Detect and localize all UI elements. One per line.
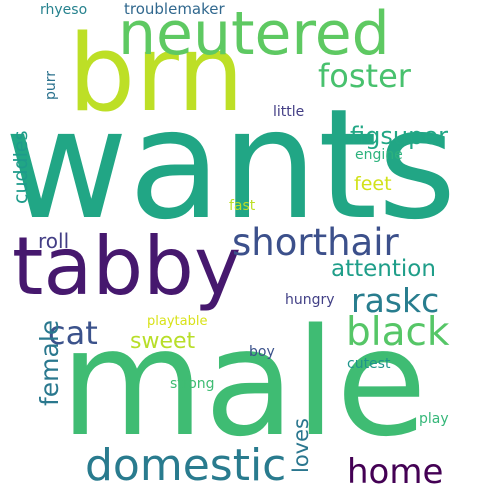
word-tabby: tabby <box>12 220 242 313</box>
word-cutest: cutest <box>347 356 391 372</box>
word-figsuper: figsuper <box>350 122 448 150</box>
word-raskc: raskc <box>351 281 440 320</box>
word-cat: cat <box>48 314 98 352</box>
word-attention: attention <box>331 256 436 282</box>
word-play: play <box>419 411 449 427</box>
word-little: little <box>273 104 305 120</box>
word-male: male <box>60 297 428 469</box>
word-roll: roll <box>38 229 70 253</box>
word-shorthair: shorthair <box>232 221 399 264</box>
word-cuddles: cuddles <box>10 130 32 204</box>
word-loves: loves <box>289 418 313 473</box>
word-troublemaker: troublemaker <box>124 0 225 18</box>
word-foster: foster <box>318 57 411 95</box>
word-black: black <box>346 310 450 355</box>
word-engine: engine <box>355 147 403 163</box>
word-boy: boy <box>249 344 275 360</box>
word-fast: fast <box>229 198 256 214</box>
word-rhyeso: rhyeso <box>40 2 88 18</box>
word-strong: strong <box>170 376 215 392</box>
word-hungry: hungry <box>285 292 335 308</box>
word-neutered: neutered <box>118 0 390 69</box>
word-wants: wants <box>4 76 457 253</box>
word-purr: purr <box>43 70 59 100</box>
word-brn: brn <box>68 12 245 135</box>
word-home: home <box>347 452 444 492</box>
word-playtable: playtable <box>147 314 208 329</box>
word-sweet: sweet <box>130 329 196 354</box>
word-female: female <box>35 319 64 406</box>
word-domestic: domestic <box>85 440 287 491</box>
word-feet: feet <box>354 173 392 195</box>
